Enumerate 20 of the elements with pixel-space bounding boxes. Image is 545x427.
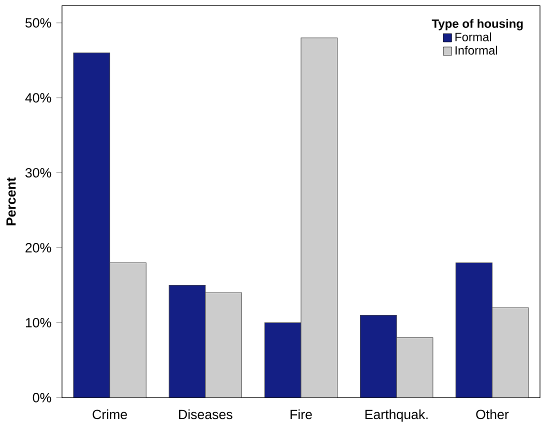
y-axis-title: Percent (6, 177, 16, 226)
bar (300, 38, 338, 398)
x-tick-label: Crime (92, 409, 127, 420)
bar (205, 292, 242, 398)
bar (110, 262, 146, 398)
bar (492, 307, 529, 398)
legend-label: Informal (456, 46, 498, 55)
legend-title: Type of housing (432, 19, 523, 30)
x-tick-label: Earthquak. (365, 409, 428, 422)
y-tick-label: 0% (32, 392, 52, 402)
y-tick-label: 20% (26, 243, 52, 252)
y-tick-label: 40% (25, 93, 52, 103)
bar (396, 337, 434, 398)
x-tick-label: Fire (290, 409, 312, 420)
y-tick-label: 30% (25, 168, 52, 178)
x-tick-label: Other (476, 409, 509, 420)
x-tick-label: Diseases (179, 409, 232, 420)
y-tick-label: 10% (26, 318, 52, 328)
y-tick-label: 50% (25, 18, 52, 28)
legend-label: Formal (455, 32, 492, 42)
